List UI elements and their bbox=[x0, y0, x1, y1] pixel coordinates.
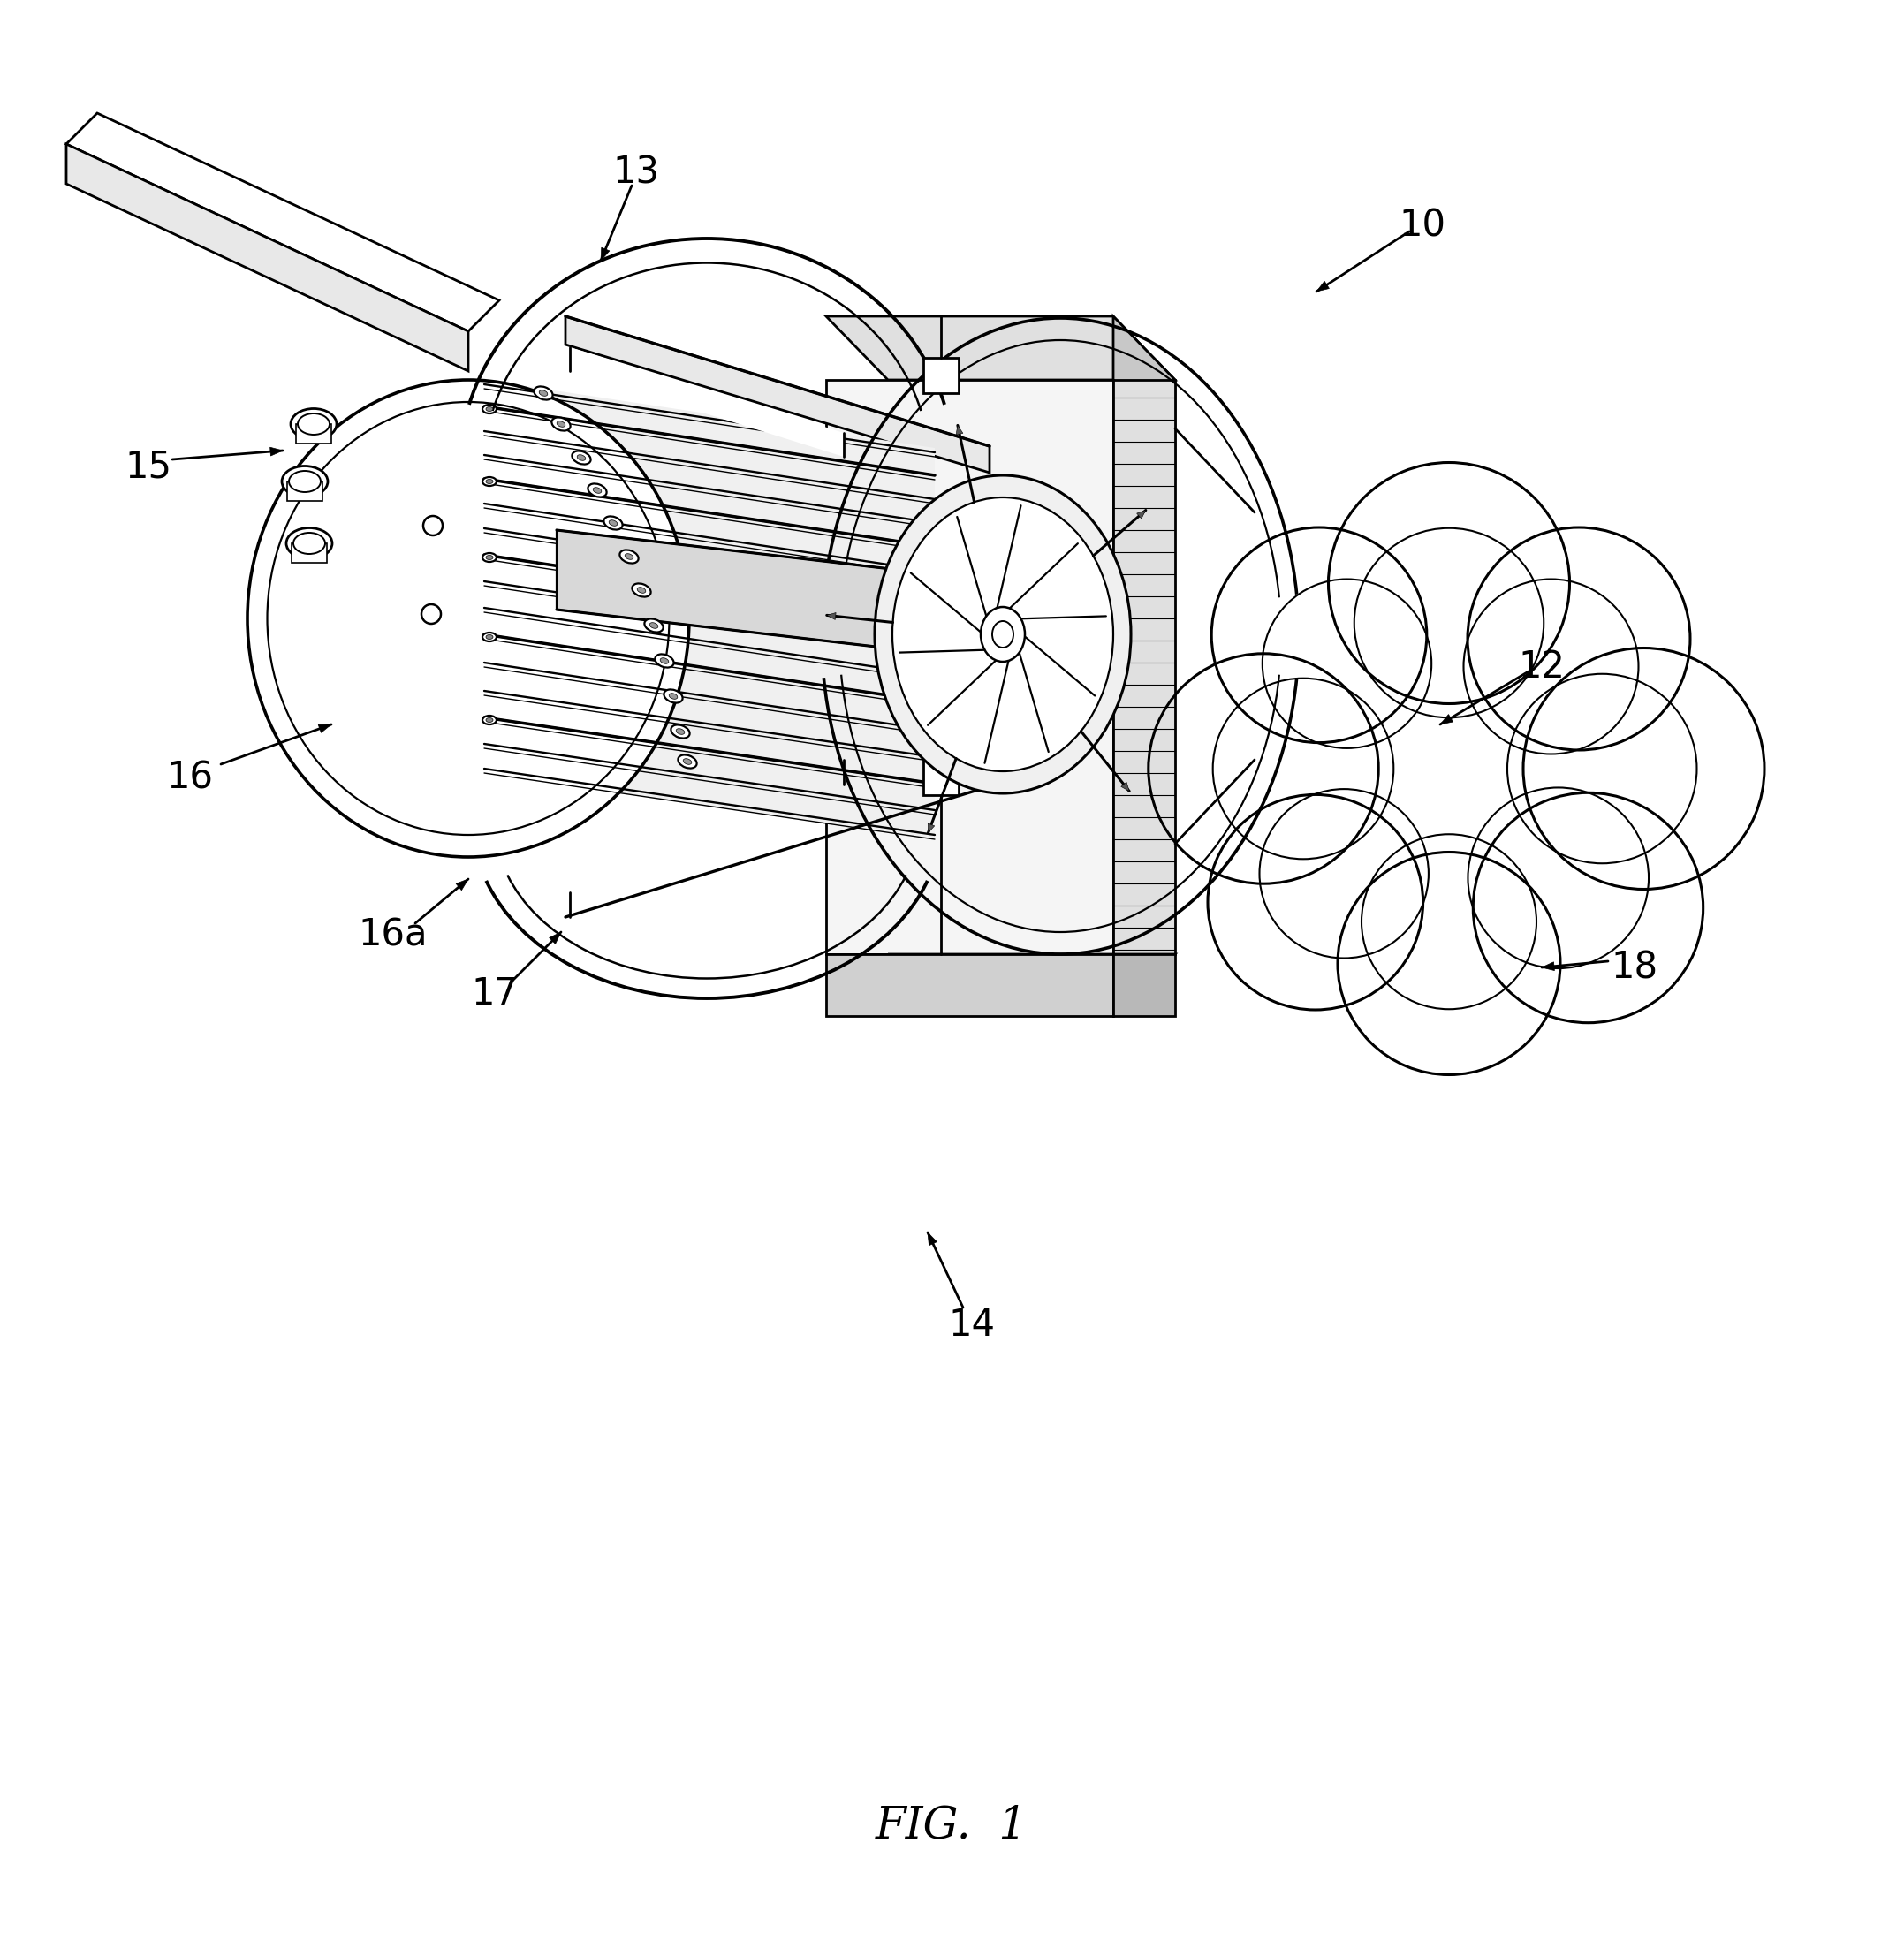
Polygon shape bbox=[826, 613, 836, 619]
Ellipse shape bbox=[297, 413, 329, 435]
Ellipse shape bbox=[632, 584, 651, 598]
Ellipse shape bbox=[486, 479, 493, 483]
Ellipse shape bbox=[684, 759, 691, 765]
Polygon shape bbox=[826, 316, 1175, 380]
Ellipse shape bbox=[649, 623, 659, 629]
Polygon shape bbox=[565, 316, 990, 474]
Ellipse shape bbox=[248, 380, 689, 858]
Ellipse shape bbox=[670, 724, 689, 738]
Ellipse shape bbox=[421, 604, 442, 623]
Text: 10: 10 bbox=[1399, 208, 1445, 245]
Polygon shape bbox=[602, 248, 609, 260]
Polygon shape bbox=[556, 530, 937, 654]
Ellipse shape bbox=[486, 555, 493, 559]
Ellipse shape bbox=[981, 608, 1024, 662]
Text: 12: 12 bbox=[1517, 648, 1565, 685]
Polygon shape bbox=[826, 955, 1114, 1015]
Polygon shape bbox=[1114, 316, 1175, 477]
Polygon shape bbox=[318, 724, 331, 732]
Ellipse shape bbox=[482, 404, 497, 413]
Polygon shape bbox=[455, 879, 468, 891]
Polygon shape bbox=[1439, 714, 1453, 724]
Ellipse shape bbox=[539, 390, 548, 396]
Ellipse shape bbox=[486, 635, 493, 639]
Polygon shape bbox=[1137, 510, 1146, 518]
Polygon shape bbox=[1114, 380, 1175, 955]
Ellipse shape bbox=[282, 466, 327, 497]
Ellipse shape bbox=[571, 450, 590, 464]
Ellipse shape bbox=[267, 402, 670, 835]
Ellipse shape bbox=[482, 716, 497, 724]
Ellipse shape bbox=[291, 410, 337, 439]
Ellipse shape bbox=[486, 408, 493, 411]
Ellipse shape bbox=[604, 516, 623, 530]
Polygon shape bbox=[548, 932, 562, 943]
Ellipse shape bbox=[625, 553, 634, 559]
Polygon shape bbox=[291, 543, 327, 563]
Polygon shape bbox=[295, 423, 331, 443]
Polygon shape bbox=[288, 481, 322, 501]
Ellipse shape bbox=[592, 487, 602, 493]
Ellipse shape bbox=[644, 619, 663, 633]
Ellipse shape bbox=[552, 417, 571, 431]
Ellipse shape bbox=[874, 476, 1131, 794]
Ellipse shape bbox=[668, 693, 678, 699]
Polygon shape bbox=[484, 380, 935, 839]
Ellipse shape bbox=[655, 654, 674, 668]
Polygon shape bbox=[826, 380, 1114, 955]
Polygon shape bbox=[923, 755, 958, 796]
Text: FIG.  1: FIG. 1 bbox=[876, 1805, 1028, 1848]
Text: 15: 15 bbox=[126, 448, 171, 485]
Ellipse shape bbox=[676, 728, 685, 734]
Ellipse shape bbox=[661, 658, 668, 664]
Text: 16a: 16a bbox=[358, 916, 428, 953]
Polygon shape bbox=[927, 1233, 937, 1246]
Ellipse shape bbox=[293, 532, 326, 553]
Ellipse shape bbox=[619, 549, 638, 563]
Text: 18: 18 bbox=[1611, 949, 1658, 986]
Ellipse shape bbox=[286, 528, 331, 559]
Text: 17: 17 bbox=[472, 976, 518, 1013]
Ellipse shape bbox=[289, 472, 320, 493]
Ellipse shape bbox=[482, 477, 497, 485]
Ellipse shape bbox=[588, 483, 607, 497]
Polygon shape bbox=[67, 113, 499, 332]
Polygon shape bbox=[1316, 281, 1329, 291]
Ellipse shape bbox=[482, 633, 497, 641]
Text: 14: 14 bbox=[948, 1306, 996, 1343]
Ellipse shape bbox=[638, 588, 645, 594]
Text: 13: 13 bbox=[613, 153, 659, 190]
Ellipse shape bbox=[556, 421, 565, 427]
Ellipse shape bbox=[533, 386, 552, 400]
Ellipse shape bbox=[577, 454, 586, 460]
Ellipse shape bbox=[992, 621, 1013, 648]
Ellipse shape bbox=[609, 520, 617, 526]
Polygon shape bbox=[270, 446, 282, 456]
Polygon shape bbox=[887, 955, 1175, 1015]
Text: 16: 16 bbox=[166, 759, 213, 796]
Polygon shape bbox=[67, 144, 468, 371]
Polygon shape bbox=[1121, 782, 1129, 792]
Ellipse shape bbox=[893, 497, 1114, 771]
Polygon shape bbox=[927, 823, 935, 833]
Polygon shape bbox=[1114, 955, 1175, 1015]
Polygon shape bbox=[569, 347, 843, 456]
Polygon shape bbox=[956, 425, 963, 435]
Ellipse shape bbox=[664, 689, 684, 703]
Polygon shape bbox=[923, 357, 958, 394]
Ellipse shape bbox=[423, 516, 442, 536]
Ellipse shape bbox=[486, 718, 493, 722]
Ellipse shape bbox=[482, 553, 497, 561]
Polygon shape bbox=[1542, 963, 1554, 971]
Ellipse shape bbox=[678, 755, 697, 769]
